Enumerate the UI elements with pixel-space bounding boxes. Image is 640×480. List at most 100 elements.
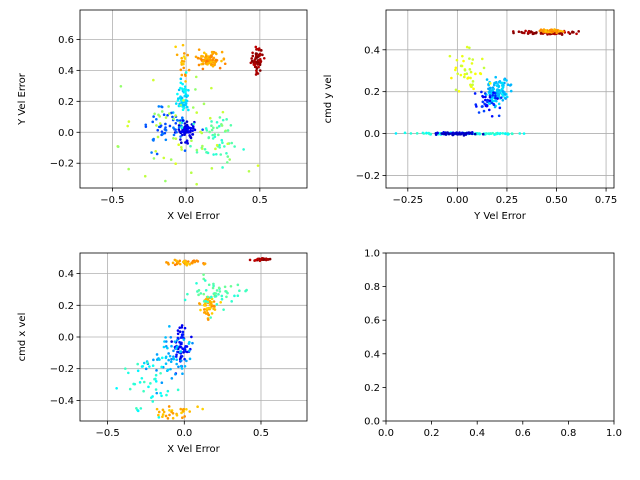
scatter-point [494, 132, 498, 135]
scatter-point [127, 120, 131, 123]
scatter-point [175, 358, 178, 362]
y-tick-label: 0.2 [364, 87, 380, 98]
scatter-point [183, 349, 186, 352]
scatter-point [223, 285, 227, 289]
scatter-point [457, 89, 461, 93]
scatter-point [508, 84, 512, 87]
scatter-point [169, 335, 173, 339]
scatter-point [474, 72, 477, 76]
scatter-point [157, 410, 161, 414]
scatter-point [181, 43, 185, 47]
scatter-point [182, 103, 186, 107]
scatter-point [203, 308, 206, 311]
scatter-point [175, 362, 178, 366]
scatter-point [218, 290, 222, 293]
scatter-point [147, 385, 150, 389]
scatter-point [223, 62, 227, 66]
scatter-point [159, 391, 162, 395]
scatter-point [183, 364, 187, 368]
scatter-point [187, 108, 190, 112]
scatter-point [170, 111, 173, 115]
scatter-point [217, 286, 221, 290]
scatter-point [181, 416, 184, 420]
scatter-point [140, 365, 144, 368]
scatter-point [174, 347, 178, 350]
scatter-point [484, 98, 487, 102]
scatter-point [206, 295, 210, 299]
scatter-point [468, 46, 471, 50]
scatter-point [496, 97, 499, 100]
scatter-point [179, 77, 183, 81]
y-tick-label: −0.2 [50, 159, 74, 170]
scatter-point [180, 326, 184, 329]
scatter-point [179, 359, 183, 362]
x-tick-label: 0.2 [424, 428, 440, 439]
scatter-point [468, 57, 471, 60]
scatter-point [185, 350, 189, 354]
scatter-point [201, 128, 204, 131]
scatter-point [184, 93, 188, 96]
scatter-point [172, 349, 175, 353]
scatter-point [212, 282, 215, 286]
scatter-point [199, 292, 203, 295]
y-tick-label: 1.0 [364, 249, 380, 260]
scatter-point [195, 182, 198, 186]
scatter-point [225, 295, 228, 299]
scatter-point [214, 152, 218, 156]
scatter-point [181, 408, 185, 411]
scatter-point [186, 292, 189, 296]
scatter-point [189, 144, 192, 148]
scatter-point [180, 96, 184, 100]
scatter-point [202, 51, 206, 55]
scatter-point [206, 318, 210, 321]
scatter-point [202, 311, 206, 314]
y-tick-label: 0.4 [58, 269, 74, 280]
scatter-point [136, 369, 140, 373]
scatter-point [465, 45, 469, 49]
scatter-point [115, 387, 118, 390]
y-tick-label: 0.8 [364, 282, 380, 293]
scatter-point [202, 292, 206, 296]
scatter-point [482, 109, 486, 113]
scatter-point [445, 131, 449, 135]
scatter-point [485, 104, 489, 108]
x-tick-label: 0.75 [595, 195, 617, 206]
scatter-point [233, 294, 236, 298]
scatter-point [260, 258, 264, 262]
scatter-point [178, 345, 182, 349]
x-axis-label: X Vel Error [167, 444, 220, 455]
scatter-point [176, 388, 180, 392]
scatter-point [488, 95, 492, 99]
scatter-point [151, 364, 155, 368]
scatter-point [169, 367, 172, 371]
scatter-point [215, 126, 219, 130]
scatter-point [229, 284, 233, 288]
scatter-point [186, 128, 189, 131]
scatter-point [213, 135, 217, 139]
scatter-point [214, 294, 218, 298]
scatter-point [469, 70, 473, 74]
scatter-point [226, 291, 229, 295]
scatter-point [176, 99, 180, 102]
scatter-point [478, 132, 481, 135]
scatter-point [463, 68, 467, 72]
scatter-point [181, 330, 185, 334]
scatter-point [179, 81, 183, 85]
scatter-point [484, 132, 488, 135]
scatter-point [169, 360, 173, 363]
scatter-point [155, 353, 159, 356]
scatter-point [170, 377, 174, 380]
scatter-point [176, 261, 180, 265]
scatter-point [174, 137, 178, 141]
x-tick-label: 0.5 [252, 195, 268, 206]
scatter-point [151, 395, 154, 398]
scatter-point [256, 62, 260, 66]
scatter-point [151, 120, 155, 124]
scatter-point [492, 103, 496, 107]
scatter-point [221, 166, 224, 169]
scatter-point [233, 145, 236, 148]
subplot-4: 0.0 0.2 0.4 0.6 0.8 1.0 0.0 0.2 0.4 0.6 0.8 1.0 [364, 249, 622, 440]
scatter-point [501, 132, 505, 135]
scatter-point [185, 359, 188, 363]
scatter-point [483, 102, 486, 106]
